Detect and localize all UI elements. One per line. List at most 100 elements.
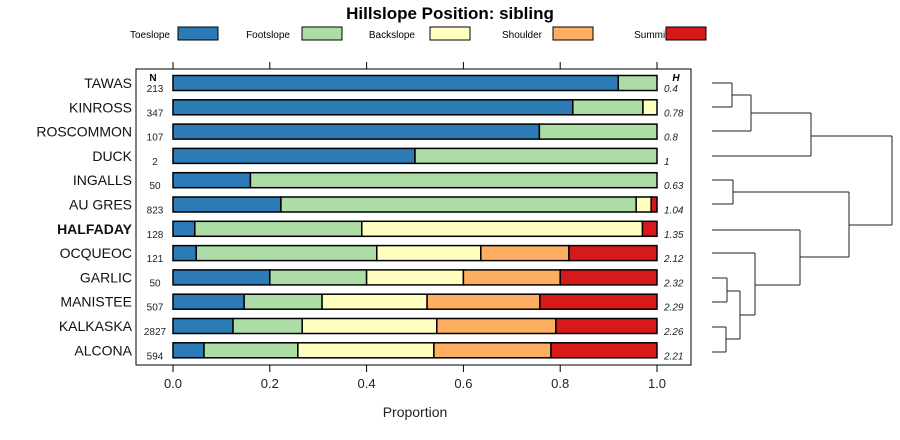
legend-label-shoulder: Shoulder (502, 30, 543, 41)
x-tick-label: 0.8 (551, 376, 569, 391)
n-value: 507 (147, 303, 164, 314)
bar-shoulder (462, 269, 561, 286)
bar-footslope (572, 99, 644, 116)
bar-footslope (414, 147, 658, 165)
h-value: 1.04 (664, 206, 684, 217)
bar-summit (650, 196, 658, 213)
bar-footslope (195, 244, 378, 262)
n-value: 2 (152, 157, 158, 168)
bar-toeslope (172, 269, 271, 286)
h-value: 2.29 (663, 303, 684, 314)
x-axis-label: Proportion (382, 404, 448, 420)
bar-footslope (617, 74, 658, 92)
bar-backslope (635, 196, 652, 213)
h-value: 2.26 (663, 327, 684, 338)
h-header: H (672, 73, 680, 84)
bar-summit (568, 244, 658, 262)
category-label: ROSCOMMON (36, 124, 132, 140)
x-tick-label: 0.4 (358, 376, 376, 391)
x-tick-label: 1.0 (648, 376, 666, 391)
bar-shoulder (480, 244, 570, 262)
category-label: KALKASKA (59, 318, 133, 334)
category-label: ALCONA (74, 342, 132, 358)
legend-swatch-shoulder (552, 26, 594, 41)
bar-toeslope (172, 99, 574, 116)
x-tick-label: 0.2 (261, 376, 279, 391)
legend-swatch-toeslope (177, 26, 219, 41)
category-label: DUCK (92, 148, 132, 164)
category-label: INGALLS (73, 172, 132, 188)
bar-toeslope (172, 171, 252, 189)
n-value: 50 (149, 278, 161, 289)
legend-swatch-backslope (429, 26, 471, 41)
category-label: TAWAS (84, 75, 132, 91)
legend-label-backslope: Backslope (369, 30, 416, 41)
n-value: 823 (147, 206, 164, 217)
n-value: 347 (147, 108, 164, 119)
bar-footslope (538, 123, 658, 140)
h-value: 2.21 (663, 351, 683, 362)
bar-footslope (194, 220, 363, 238)
legend-label-footslope: Footslope (246, 30, 290, 41)
bar-summit (559, 269, 658, 286)
bar-toeslope (172, 342, 205, 359)
h-value: 2.32 (663, 278, 684, 289)
bar-shoulder (433, 342, 552, 359)
bar-shoulder (426, 293, 541, 310)
bar-backslope (361, 220, 644, 238)
bar-summit (641, 220, 658, 238)
bar-toeslope (172, 220, 196, 238)
category-label: KINROSS (69, 99, 132, 115)
category-label: HALFADAY (57, 221, 133, 237)
n-value: 213 (147, 84, 164, 95)
x-tick-label: 0.0 (164, 376, 182, 391)
bar-backslope (365, 269, 465, 286)
bar-shoulder (436, 317, 557, 335)
bar-backslope (321, 293, 428, 310)
n-value: 128 (147, 230, 164, 241)
legend-label-summit: Summit (634, 30, 668, 41)
n-value: 121 (147, 254, 164, 265)
bar-toeslope (172, 147, 416, 165)
bar-summit (539, 293, 658, 310)
x-tick-label: 0.6 (454, 376, 472, 391)
bar-summit (555, 317, 658, 335)
chart-title: Hillslope Position: sibling (346, 4, 554, 23)
bar-footslope (280, 196, 637, 213)
category-label: OCQUEOC (60, 245, 132, 261)
bar-footslope (203, 342, 299, 359)
bar-footslope (249, 171, 658, 189)
category-label: AU GRES (69, 197, 132, 213)
bar-toeslope (172, 317, 234, 335)
n-value: 594 (147, 351, 164, 362)
n-value: 107 (147, 133, 164, 144)
bar-toeslope (172, 196, 282, 213)
legend-swatch-summit (665, 26, 707, 41)
n-value: 2827 (144, 327, 167, 338)
bar-footslope (232, 317, 303, 335)
bar-footslope (269, 269, 368, 286)
bar-toeslope (172, 74, 620, 92)
n-value: 50 (149, 181, 161, 192)
category-label: GARLIC (80, 269, 132, 285)
legend-label-toeslope: Toeslope (130, 30, 170, 41)
legend-swatch-footslope (301, 26, 343, 41)
bar-backslope (376, 244, 482, 262)
bar-toeslope (172, 123, 541, 140)
h-value: 1.35 (664, 230, 684, 241)
bar-toeslope (172, 244, 197, 262)
category-label: MANISTEE (60, 294, 132, 310)
bar-backslope (301, 317, 438, 335)
bar-summit (550, 342, 658, 359)
plot-panel (135, 68, 692, 366)
bar-footslope (243, 293, 323, 310)
h-value: 1 (664, 157, 670, 168)
h-value: 0.78 (664, 108, 684, 119)
h-value: 0.63 (664, 181, 684, 192)
h-value: 0.4 (664, 84, 678, 95)
bar-backslope (642, 99, 658, 116)
h-value: 0.8 (664, 133, 678, 144)
bar-backslope (297, 342, 435, 359)
